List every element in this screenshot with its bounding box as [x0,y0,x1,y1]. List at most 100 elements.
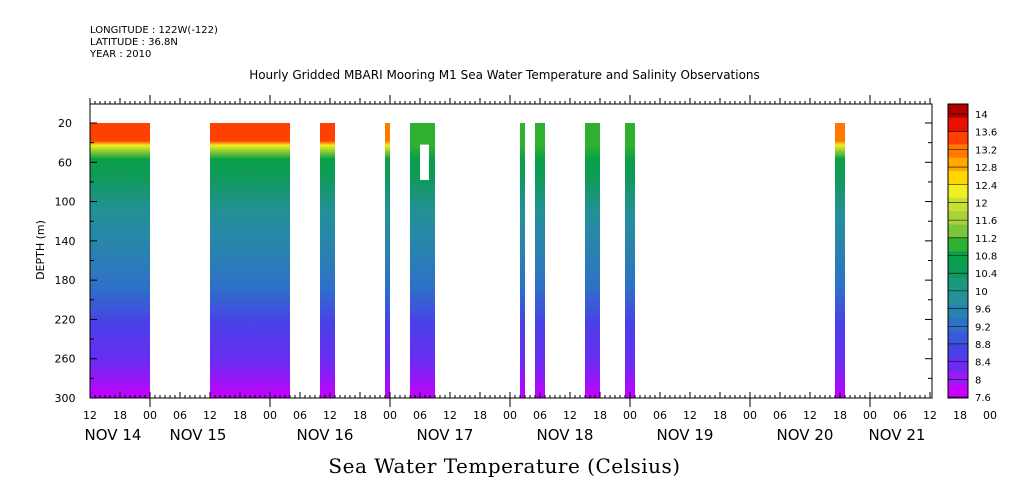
data-segment [520,123,525,398]
x-day-label: NOV 15 [170,426,227,444]
data-layer [90,123,845,398]
colorbar-cell [948,331,968,345]
x-hour-label: 06 [653,409,667,422]
x-hour-label: 18 [473,409,487,422]
x-hour-label: 00 [863,409,877,422]
colorbar-cell [948,264,968,279]
x-hour-label: 06 [173,409,187,422]
colorbar-label: 10.4 [975,269,997,280]
colorbar-label: 8 [975,375,981,386]
colorbar-cell [948,317,968,332]
tick-layer [89,95,932,407]
colorbar-cell [948,210,968,225]
y-tick-label: 60 [58,156,72,169]
colorbar-cell [948,224,968,238]
y-tick-label: 220 [55,313,76,326]
y-tick-label: 180 [55,274,76,287]
x-hour-label: 06 [773,409,787,422]
colorbar-cell [948,371,968,385]
x-hour-label: 06 [293,409,307,422]
x-hour-label: 00 [623,409,637,422]
x-hour-label: 12 [203,409,217,422]
chart-title: Hourly Gridded MBARI Mooring M1 Sea Wate… [249,68,760,82]
latitude-label: LATITUDE : 36.8N [90,37,178,48]
data-segment [585,123,600,398]
colorbar-cell [948,130,968,145]
colorbar-label: 8.4 [975,358,991,369]
data-segment [835,123,845,398]
x-hour-label: 18 [593,409,607,422]
colorbar-cell [948,104,968,118]
data-segment [535,123,545,398]
colorbar-label: 9.2 [975,322,991,333]
x-day-label: NOV 21 [869,426,926,444]
x-hour-label: 18 [233,409,247,422]
longitude-label: LONGITUDE : 122W(-122) [90,25,218,36]
colorbar-cell [948,144,968,158]
data-segment [625,123,635,398]
colorbar-label: 11.6 [975,216,997,227]
x-tick-labels: 12 18 00 06 12 18 00 06 12 18 00 06 12 18 00 06 12 18 00 06… [83,409,997,444]
x-hour-label: 12 [83,409,97,422]
x-hour-label: 18 [713,409,727,422]
x-hour-label: 18 [953,409,967,422]
data-segment [90,123,150,398]
x-hour-label: 00 [503,409,517,422]
data-segment [385,123,390,398]
x-day-label: NOV 18 [537,426,594,444]
colorbar-label: 10 [975,287,988,298]
x-hour-label: 12 [443,409,457,422]
colorbar-cell [948,384,968,399]
x-hour-label: 18 [113,409,127,422]
colorbar-cell [948,197,968,212]
colorbar-label: 12.4 [975,181,997,192]
x-hour-label: 06 [533,409,547,422]
x-hour-label: 12 [323,409,337,422]
y-axis-label: DEPTH (m) [34,220,47,280]
colorbar: 7.6 8 8.4 8.8 9.2 9.6 10 10.4 10.8 11.2 11.6 12 12.4… [947,103,997,404]
x-hour-label: 18 [353,409,367,422]
y-tick-label: 20 [58,117,72,130]
y-tick-label: 140 [55,235,76,248]
y-tick-label: 300 [55,392,76,405]
colorbar-cell [948,170,968,185]
colorbar-cell [948,184,968,198]
x-day-label: NOV 16 [297,426,354,444]
colorbar-label: 8.8 [975,340,991,351]
data-segment [420,123,435,398]
colorbar-label: 7.6 [975,393,991,404]
colorbar-cell [948,357,968,372]
colorbar-label: 12.8 [975,163,997,174]
x-hour-label: 18 [833,409,847,422]
colorbar-cell [948,291,968,305]
x-hour-label: 06 [413,409,427,422]
colorbar-cell [948,304,968,319]
colorbar-cell [948,157,968,172]
data-segment [210,123,290,398]
y-tick-labels: 20 60 100 140 180 220 260 300 [55,117,76,405]
plot-frame [89,103,933,399]
x-hour-label: 00 [143,409,157,422]
colorbar-label: 11.2 [975,234,997,245]
x-hour-label: 00 [383,409,397,422]
data-segment [320,123,335,398]
colorbar-cell [948,251,968,265]
colorbar-frame [947,103,969,399]
x-hour-label: 00 [983,409,997,422]
x-day-label: NOV 14 [85,426,142,444]
y-tick-label: 100 [55,196,76,209]
data-segment [410,123,420,398]
y-tick-label: 260 [55,353,76,366]
colorbar-label: 12 [975,198,988,209]
x-day-label: NOV 20 [777,426,834,444]
colorbar-label: 13.6 [975,128,997,139]
colorbar-label: 9.6 [975,305,991,316]
colorbar-label: 13.2 [975,145,997,156]
colorbar-cell [948,237,968,252]
x-hour-label: 12 [563,409,577,422]
x-hour-label: 00 [263,409,277,422]
x-hour-label: 12 [683,409,697,422]
colorbar-caption: Sea Water Temperature (Celsius) [328,454,681,478]
colorbar-label: 14 [975,110,988,121]
